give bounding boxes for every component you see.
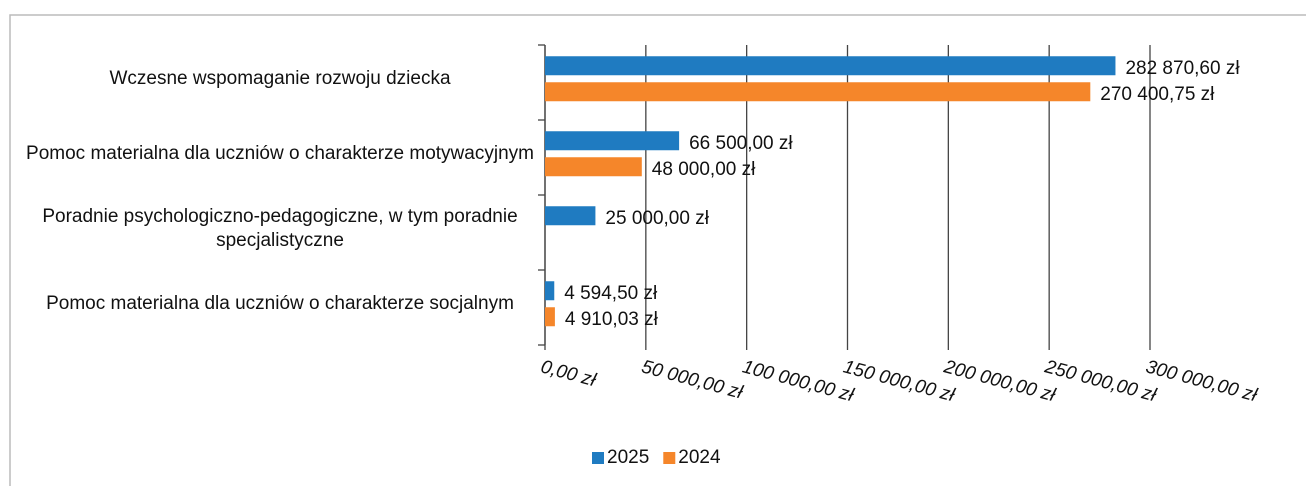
value-label: 4 594,50 zł	[564, 283, 658, 304]
y-tick-label: Pomoc materialna dla uczniów o charakter…	[26, 142, 534, 164]
bar	[545, 281, 555, 301]
value-label: 4 910,03 zł	[565, 309, 659, 330]
legend-label: 2025	[607, 447, 649, 468]
value-label: 270 400,75 zł	[1100, 84, 1215, 105]
value-label: 25 000,00 zł	[605, 208, 709, 229]
x-tick-label: 100 000,00 zł	[740, 356, 856, 406]
x-tick-label: 250 000,00 zł	[1042, 356, 1159, 406]
legend-swatch	[663, 452, 676, 464]
bar	[545, 157, 642, 177]
value-label: 282 870,60 zł	[1125, 58, 1240, 79]
y-tick-label: Poradnie psychologiczno-pedagogiczne, w …	[42, 205, 518, 251]
frame	[9, 14, 1306, 486]
y-tick-label: Pomoc materialna dla uczniów o charakter…	[46, 292, 514, 314]
x-tick-label: 200 000,00 zł	[941, 356, 1058, 406]
legend-label: 2024	[678, 447, 721, 468]
value-label: 66 500,00 zł	[689, 133, 793, 154]
bar	[545, 206, 596, 226]
x-tick-label: 150 000,00 zł	[841, 356, 957, 406]
bar	[545, 131, 680, 151]
y-tick-label: Wczesne wspomaganie rozwoju dziecka	[109, 67, 451, 89]
bar	[545, 307, 555, 327]
x-tick-label: 300 000,00 zł	[1143, 356, 1259, 406]
bar	[545, 82, 1091, 102]
legend-swatch	[592, 452, 604, 464]
x-tick-label: 50 000,00 zł	[639, 356, 745, 403]
bar	[545, 56, 1116, 76]
value-label: 48 000,00 zł	[652, 159, 756, 180]
x-tick-label: 0,00 zł	[538, 356, 598, 391]
